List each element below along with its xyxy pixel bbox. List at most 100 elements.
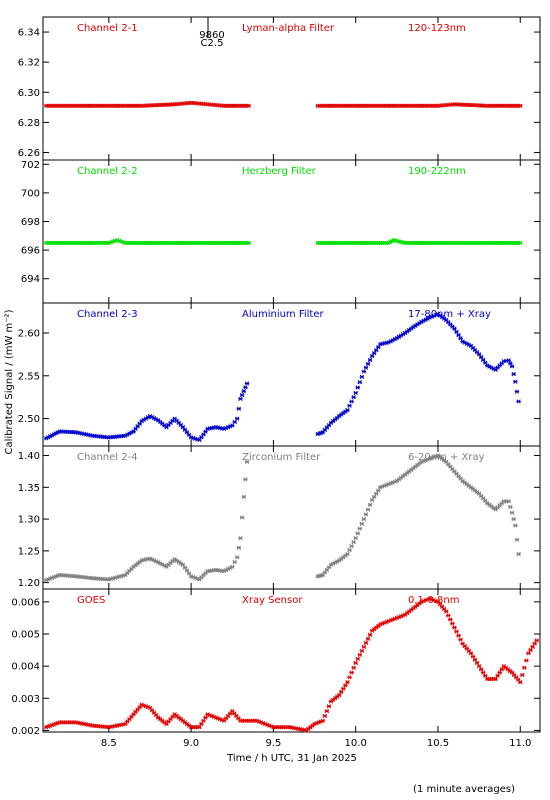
panel-frame (42, 16, 541, 161)
y-tick-label: 0.003 (11, 694, 40, 705)
data-point (203, 715, 208, 720)
panel-label: GOES (77, 595, 105, 606)
panel-label: Channel 2-1 (77, 23, 138, 34)
y-tick-label: 696 (21, 246, 40, 257)
data-point (137, 421, 142, 426)
panel-label: 17-80nm + Xray (408, 309, 491, 320)
data-point (246, 240, 251, 246)
y-tick-label: 1.40 (18, 451, 40, 462)
data-point (493, 676, 498, 682)
panel-label: Aluminium Filter (242, 309, 325, 320)
data-point (337, 692, 342, 698)
data-point (244, 459, 250, 465)
data-point (472, 657, 478, 662)
data-point (363, 512, 369, 517)
panel-label: Xray Sensor (242, 595, 303, 606)
data-point (234, 555, 240, 560)
x-tick-label: 10.5 (427, 738, 449, 749)
data-point (353, 390, 358, 396)
x-tick-label: 11.0 (509, 738, 531, 749)
data-point (182, 565, 188, 570)
data-point (470, 654, 476, 659)
data-point (376, 344, 381, 350)
data-point (369, 497, 375, 503)
annotation-bottom: C2.5 (201, 38, 224, 49)
data-point (458, 637, 463, 642)
x-tick-label: 10.0 (345, 738, 367, 749)
panel-label: Channel 2-4 (77, 452, 138, 463)
data-point (363, 640, 369, 645)
data-point (234, 416, 240, 421)
data-point (182, 427, 188, 432)
data-point (497, 670, 502, 675)
data-point (478, 355, 484, 360)
y-tick-label: 2.60 (18, 328, 40, 339)
data-point (534, 638, 539, 643)
data-point (508, 504, 513, 510)
data-point (244, 381, 250, 386)
data-point (476, 663, 482, 669)
data-point (232, 419, 237, 425)
data-point (186, 432, 192, 438)
data-point (361, 369, 367, 374)
panel-frame (42, 159, 541, 304)
data-point (481, 670, 486, 675)
data-point (351, 665, 356, 670)
y-tick-label: 694 (21, 274, 40, 285)
data-point (483, 360, 488, 365)
data-point (476, 352, 482, 357)
data-point (184, 568, 190, 573)
data-point (322, 713, 328, 719)
data-point (133, 426, 138, 432)
data-point (353, 536, 358, 541)
data-point (199, 435, 204, 440)
y-tick-label: 6.30 (18, 88, 40, 99)
data-point (355, 531, 360, 536)
data-point (478, 667, 484, 672)
data-point (514, 389, 520, 394)
data-point (243, 385, 248, 390)
data-point (499, 667, 504, 672)
data-point (513, 379, 518, 384)
data-point (518, 103, 523, 108)
data-point (197, 437, 202, 443)
data-point (369, 353, 375, 359)
data-point (351, 395, 356, 400)
data-point (468, 651, 474, 656)
data-point (518, 680, 523, 685)
data-point (345, 551, 350, 557)
data-point (232, 559, 237, 565)
data-point (443, 609, 449, 614)
data-point (365, 636, 371, 641)
data-point (516, 551, 521, 557)
panel-3: 2.50 2.55 2.60 Channel 2-3 Aluminium Filter 1… (18, 302, 541, 447)
data-point (374, 491, 379, 496)
data-point (241, 389, 246, 394)
data-point (456, 633, 461, 638)
data-point (508, 361, 513, 366)
data-point (446, 613, 451, 618)
data-point (376, 488, 381, 493)
data-point (361, 516, 367, 522)
data-point (450, 621, 455, 626)
data-point (454, 629, 459, 634)
x-axis-label: Time / h UTC, 31 Jan 2025 (226, 753, 357, 764)
data-point (365, 361, 371, 366)
data-point (238, 536, 243, 541)
x-tick-label: 9.0 (183, 738, 199, 749)
data-point (359, 648, 365, 654)
data-point (355, 656, 360, 662)
data-point (532, 641, 537, 646)
panel-frame (42, 302, 541, 447)
data-point (322, 570, 328, 575)
data-point (509, 364, 515, 369)
data-point (357, 652, 362, 658)
data-point (371, 350, 377, 356)
data-point (365, 507, 371, 512)
data-point (361, 644, 367, 649)
y-tick-label: 700 (21, 188, 40, 199)
data-point (341, 686, 346, 691)
panel-label: Channel 2-2 (77, 166, 138, 177)
panel-label: 190-222nm (408, 166, 466, 177)
y-tick-label: 0.002 (11, 726, 40, 737)
